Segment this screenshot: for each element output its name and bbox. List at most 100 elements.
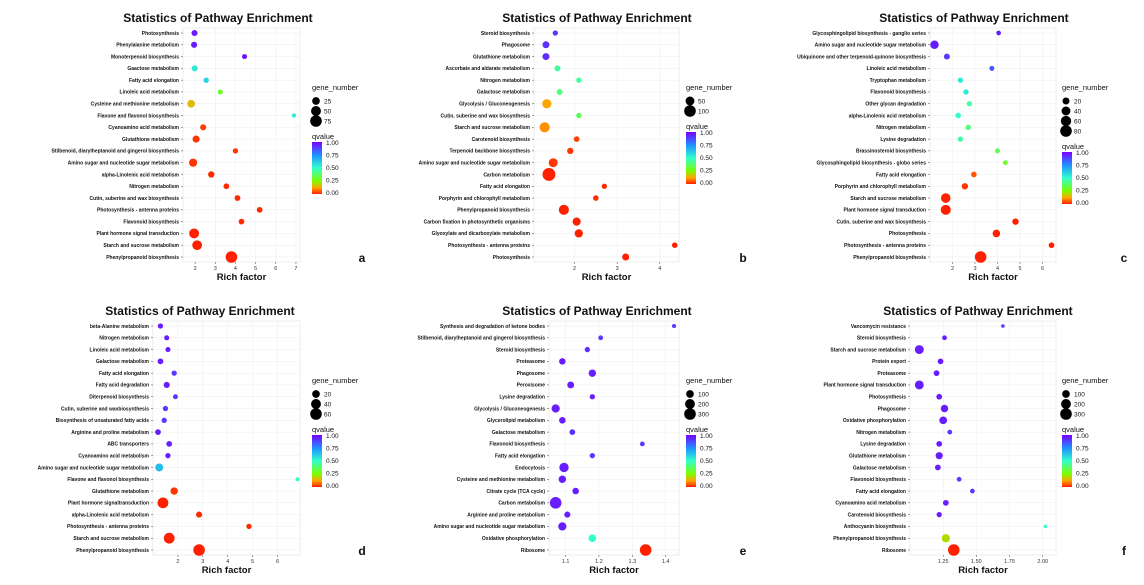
row-label: Amino sugar and nucleotide sugar metabol… <box>38 465 150 471</box>
data-point <box>589 394 595 400</box>
data-point <box>225 251 238 263</box>
row-label: Galactose metabolism <box>492 430 546 436</box>
row-label: Cyanoamino acid metabolism <box>835 501 906 507</box>
panel-a: Statistics of Pathway Enrichment Photosyn… <box>51 11 365 283</box>
row-label: Flavonoid biosynthesis <box>870 90 926 96</box>
legend-color-label: 1.00 <box>1076 433 1089 440</box>
data-point <box>934 464 941 471</box>
row-label: Glycolysis / Gluconeogenesis <box>459 102 530 108</box>
panel-e: Statistics of Pathway Enrichment Synthesi… <box>417 304 746 576</box>
data-point <box>1012 218 1019 225</box>
data-point <box>957 136 964 142</box>
data-point <box>942 335 947 341</box>
legend-size-title: gene_number <box>686 83 733 92</box>
data-point <box>572 487 579 495</box>
chart-title: Statistics of Pathway Enrichment <box>502 11 691 25</box>
data-point <box>171 370 177 376</box>
data-point <box>165 347 171 353</box>
data-point <box>256 206 263 213</box>
data-point <box>172 394 178 400</box>
x-axis-label: Rich factor <box>217 272 267 283</box>
row-label: Phenylpropanoid biosynthesis <box>106 255 179 261</box>
x-tick-label: 6 <box>276 559 279 565</box>
row-label: Synthesis and degradation of ketone bodi… <box>440 324 545 330</box>
row-label: Gaactose metabolism <box>127 66 179 72</box>
legend-color-label: 1.00 <box>326 140 339 147</box>
data-point <box>559 462 569 473</box>
data-point <box>191 65 198 72</box>
data-point <box>552 30 558 36</box>
row-label: Fatty acid elongation <box>856 489 906 495</box>
data-point <box>558 522 567 531</box>
row-label: Linoleic acid metabolism <box>90 347 150 353</box>
row-label: Glycolysis / Gluconeogenesis <box>474 406 545 412</box>
legend-color-label: 1.00 <box>1076 150 1089 157</box>
legend-size-label: 100 <box>1074 391 1085 398</box>
row-label: Glutathione metabolism <box>92 489 150 495</box>
legend-size-dot <box>312 390 320 398</box>
row-label: Photosynthesis <box>869 395 906 401</box>
legend-size-label: 50 <box>324 108 332 115</box>
data-point <box>166 441 173 447</box>
data-point <box>295 477 300 482</box>
legend-color-label: 0.75 <box>700 143 713 150</box>
data-point <box>157 497 169 509</box>
data-point <box>192 135 200 143</box>
row-label: Ascorbate and aldarate metabolism <box>446 66 531 72</box>
data-point <box>942 499 949 506</box>
row-label: Carbon metabolism <box>483 172 530 178</box>
legend-size-dot <box>1061 399 1071 409</box>
row-label: Flavonoid biosynthesis <box>489 442 545 448</box>
data-point <box>157 358 164 365</box>
row-label: Glutathione metabolism <box>849 453 907 459</box>
row-label: Phagosome <box>502 43 531 49</box>
row-label: Cysteine and methionine metabolism <box>91 102 180 108</box>
data-point <box>957 77 964 83</box>
legend-size-title: gene_number <box>1062 83 1109 92</box>
row-label: Amino sugar and nucleotide sugar metabol… <box>434 524 546 530</box>
legend-size-dot <box>1062 97 1070 105</box>
data-point <box>539 122 550 133</box>
data-point <box>155 463 164 472</box>
data-point <box>589 453 595 459</box>
row-label: Linoleic acid metabolism <box>867 66 927 72</box>
panel-d: Statistics of Pathway Enrichment beta-Ala… <box>38 304 366 576</box>
row-label: Galactose metabolism <box>477 90 531 96</box>
x-tick-label: 2 <box>573 266 576 272</box>
data-point <box>187 99 195 108</box>
data-point <box>996 30 1001 36</box>
row-label: Steroid biosynthesis <box>481 31 530 37</box>
row-label: Proteasome <box>877 371 906 377</box>
data-point <box>576 77 582 83</box>
row-label: Tryptophan metabolism <box>870 78 927 84</box>
legend-size-dot <box>1062 390 1070 398</box>
x-axis-label: Rich factor <box>582 272 632 283</box>
legend-color-label: 1.00 <box>700 130 713 137</box>
x-tick-label: 4 <box>234 266 237 272</box>
row-label: Fatty acid elongation <box>129 78 179 84</box>
legend-color-label: 0.00 <box>1076 200 1089 207</box>
x-tick-label: 2 <box>194 266 197 272</box>
panels-group: Statistics of Pathway Enrichment Photosyn… <box>38 11 1128 576</box>
row-label: Photosynthesis - antenna proteins <box>844 243 926 249</box>
row-label: Starch and sucrose metabolism <box>73 536 149 542</box>
chart-title: Statistics of Pathway Enrichment <box>105 304 294 318</box>
data-point <box>558 475 567 483</box>
data-point <box>995 148 1000 154</box>
legend-color-label: 0.25 <box>1076 471 1089 478</box>
data-point <box>567 147 574 155</box>
legend-size-dot <box>686 390 694 398</box>
row-label: Steroid biosynthesis <box>496 347 545 353</box>
x-tick-label: 4 <box>658 266 661 272</box>
legend-color-label: 0.50 <box>1076 458 1089 465</box>
data-point <box>1048 242 1055 249</box>
row-label: Monoterpenoid biosynthesis <box>111 54 179 60</box>
row-label: Citrate cycle (TCA cycle) <box>487 489 546 495</box>
legend-colorbar <box>1062 152 1072 204</box>
row-label: Starch and sucrose metabolism <box>454 125 530 131</box>
row-label: Ubiquinone and other terpenoid-quinone b… <box>797 54 926 60</box>
legend-color-label: 0.50 <box>326 165 339 172</box>
data-point <box>941 534 950 543</box>
row-label: Fatty acid degradation <box>96 383 149 389</box>
row-label: Fatty acid elongation <box>480 184 530 190</box>
